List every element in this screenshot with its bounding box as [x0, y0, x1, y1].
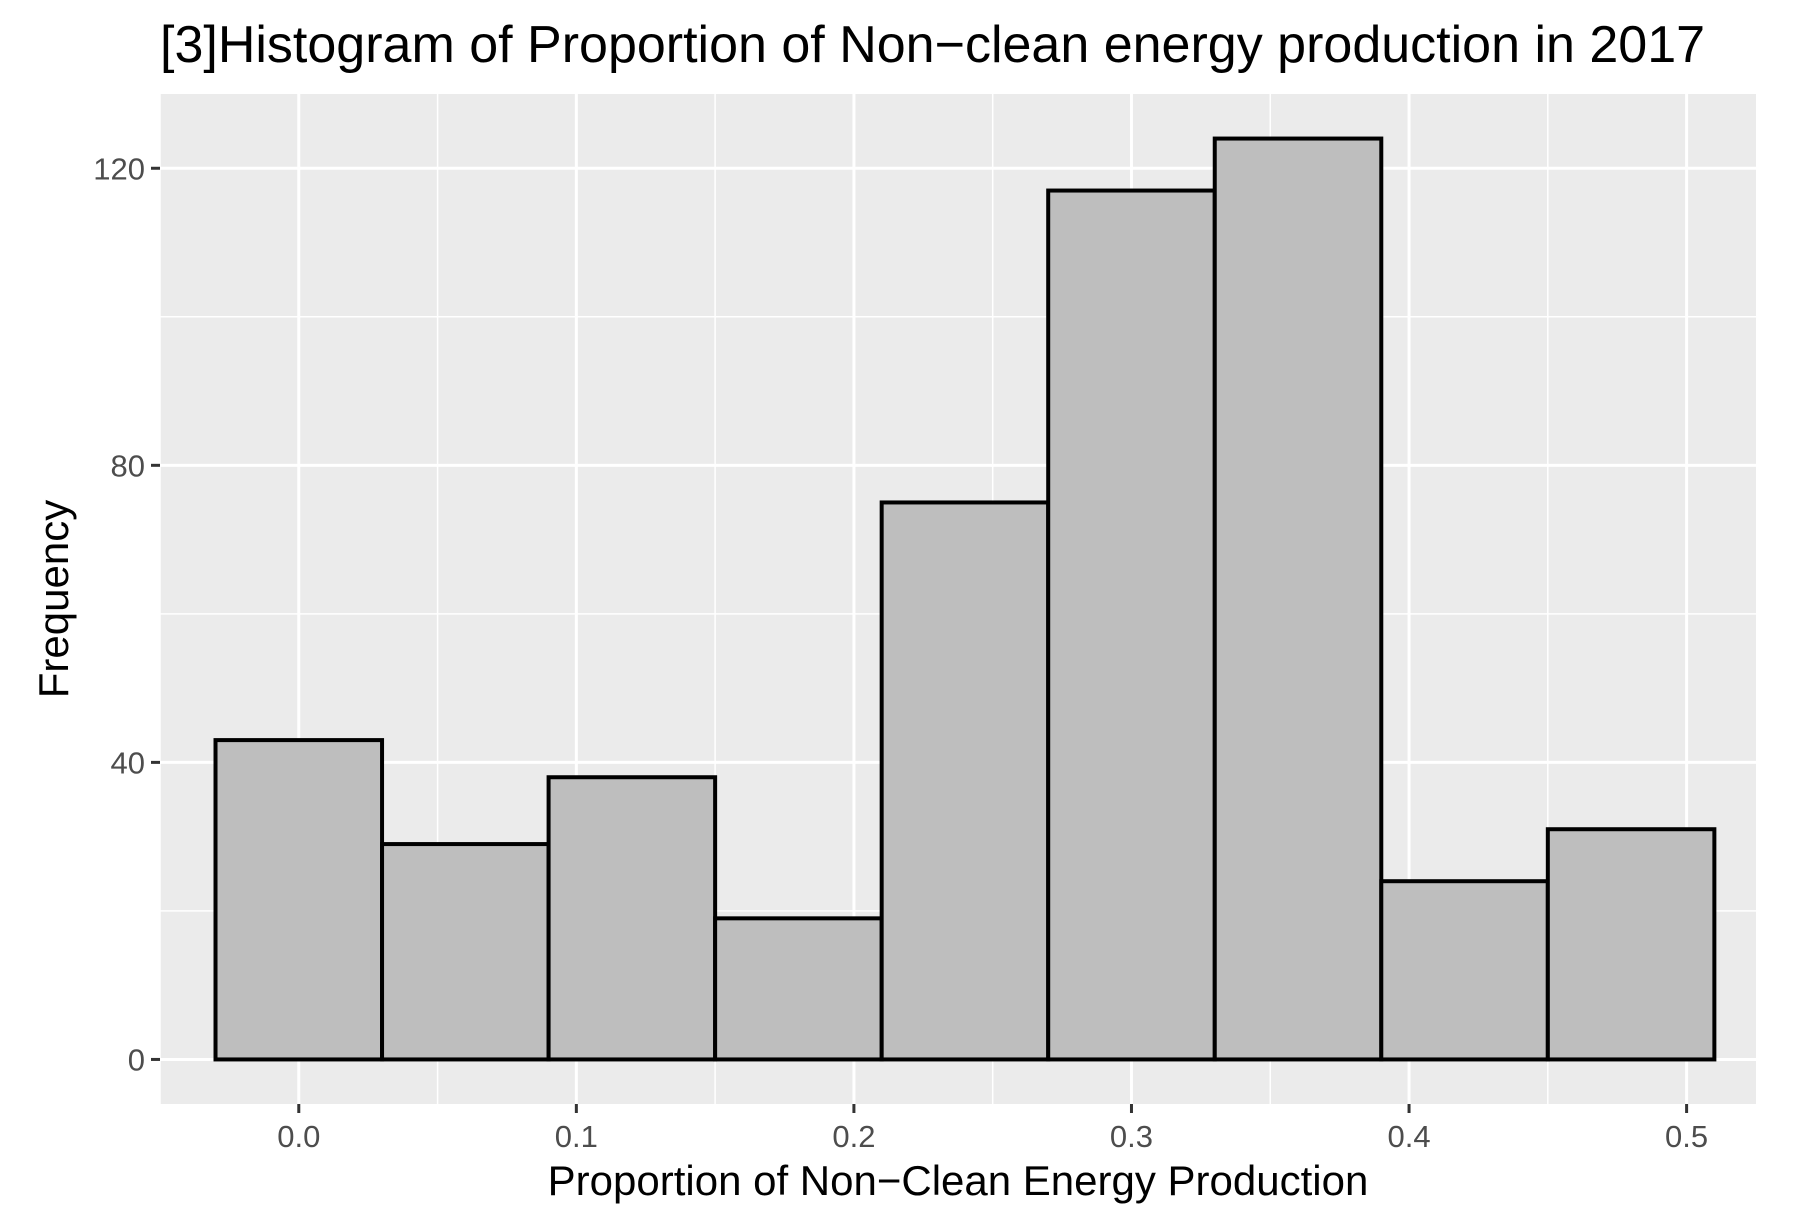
x-axis-ticks: 0.0 0.1 0.2 0.3 0.4 0.5 [277, 1104, 1708, 1154]
y-axis-title: Frequency [30, 500, 77, 698]
histogram-bar-7 [1379, 879, 1550, 1062]
histogram-bars [213, 136, 1717, 1062]
histogram-bar-6 [1212, 136, 1384, 1062]
x-tick-label-3: 0.3 [1110, 1119, 1153, 1154]
y-tick-label-3: 120 [93, 151, 145, 186]
histogram-bar-8 [1545, 827, 1717, 1062]
histogram-bar-0 [213, 738, 385, 1062]
x-tick-label-1: 0.1 [555, 1119, 598, 1154]
x-tick-label-4: 0.4 [1387, 1119, 1430, 1154]
histogram-bar-4 [879, 500, 1051, 1062]
histogram-bar-5 [1046, 188, 1217, 1062]
y-tick-label-0: 0 [128, 1042, 145, 1077]
histogram-bar-3 [713, 916, 884, 1062]
x-tick-label-0: 0.0 [277, 1119, 320, 1154]
x-tick-label-5: 0.5 [1665, 1119, 1708, 1154]
y-axis-ticks: 0 40 80 120 [93, 151, 160, 1077]
y-tick-label-1: 40 [111, 745, 145, 780]
histogram-bar-1 [380, 842, 551, 1062]
histogram-bar-2 [546, 775, 718, 1062]
x-tick-label-2: 0.2 [832, 1119, 875, 1154]
x-axis-title: Proportion of Non−Clean Energy Productio… [548, 1157, 1369, 1204]
chart-title: [3]Histogram of Proportion of Non−clean … [160, 16, 1705, 74]
y-tick-label-2: 80 [111, 448, 145, 483]
